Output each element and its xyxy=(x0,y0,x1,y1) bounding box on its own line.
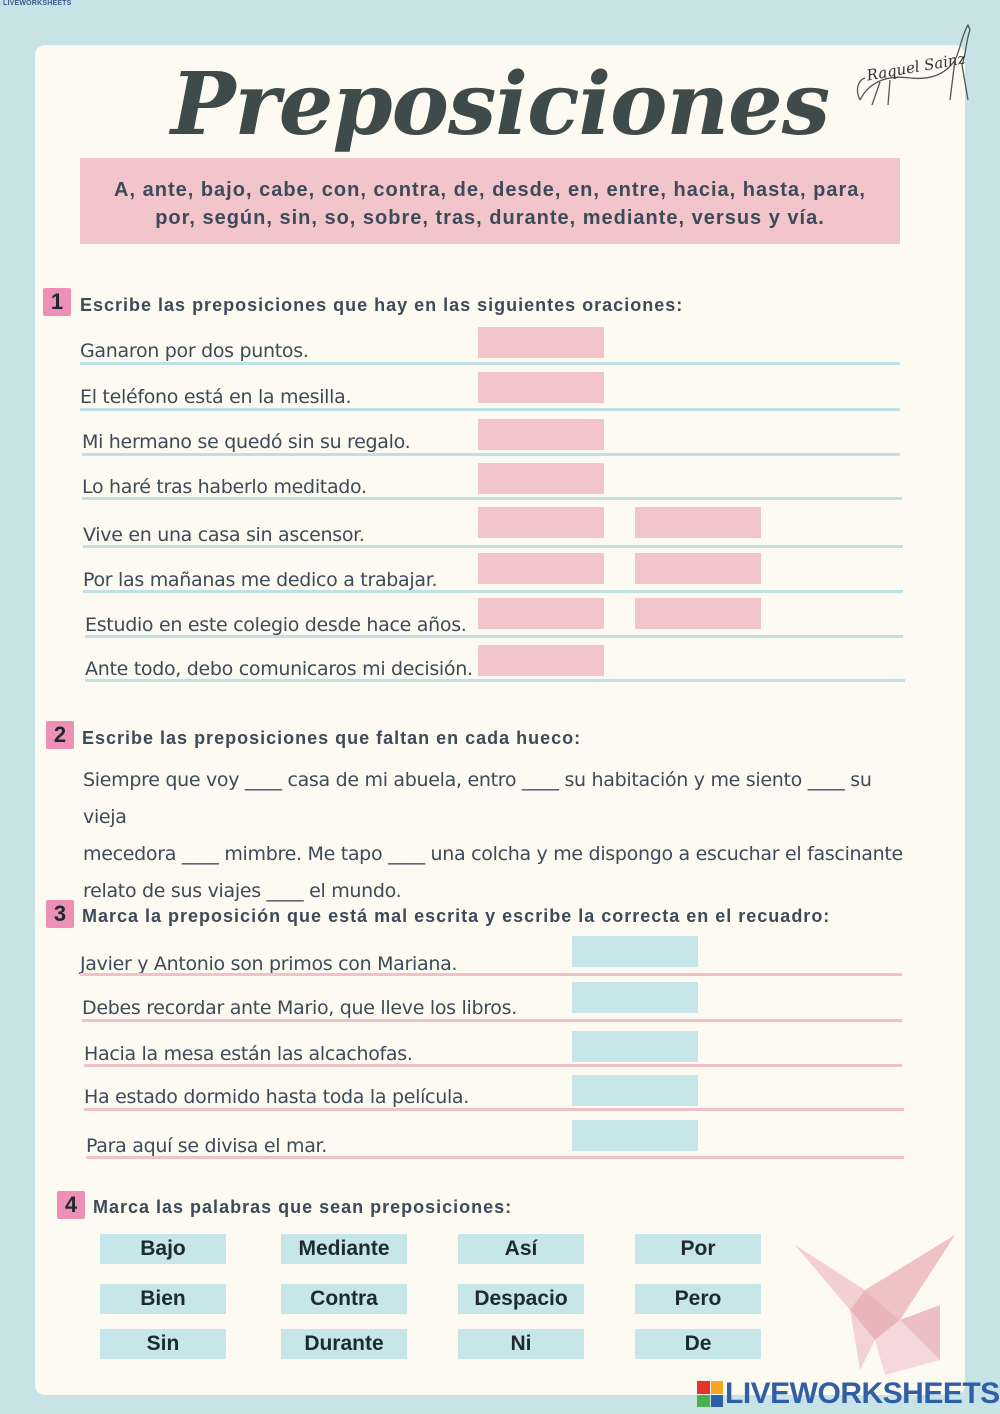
ex1-rule-6 xyxy=(83,590,903,593)
ex1-answer-5b[interactable] xyxy=(635,507,761,538)
ex2-line-1: Siempre que voy ____ casa de mi abuela, … xyxy=(83,769,872,828)
ex3-rule-2 xyxy=(82,1019,902,1022)
word-option-de[interactable]: De xyxy=(635,1329,761,1359)
ex3-rule-1 xyxy=(80,973,902,976)
ex3-sentence-3[interactable]: Hacia la mesa están las alcachofas. xyxy=(84,1043,413,1065)
worksheet-paper xyxy=(35,45,965,1395)
liveworksheets-wordmark: LIVEWORKSHEETS xyxy=(725,1377,1000,1410)
liveworksheets-logo[interactable]: LIVEWORKSHEETS xyxy=(697,1377,1000,1410)
ex1-answer-6a[interactable] xyxy=(478,553,604,584)
ex3-sentence-5[interactable]: Para aquí se divisa el mar. xyxy=(86,1135,328,1157)
ex1-answer-3a[interactable] xyxy=(478,419,604,450)
ex1-rule-5 xyxy=(83,545,903,548)
word-option-ni[interactable]: Ni xyxy=(458,1329,584,1359)
ex3-sentence-1[interactable]: Javier y Antonio son primos con Mariana. xyxy=(80,953,458,975)
exercise-2-paragraph: Siempre que voy ____ casa de mi abuela, … xyxy=(83,762,903,910)
ex3-sentence-4[interactable]: Ha estado dormido hasta toda la película… xyxy=(84,1086,470,1108)
word-option-contra[interactable]: Contra xyxy=(281,1284,407,1314)
liveworksheets-icon xyxy=(697,1381,723,1407)
ex3-rule-5 xyxy=(86,1156,904,1159)
exercise-3-heading: Marca la preposición que está mal escrit… xyxy=(82,906,831,926)
ex1-sentence-7: Estudio en este colegio desde hace años. xyxy=(85,614,467,636)
word-option-mediante[interactable]: Mediante xyxy=(281,1234,407,1264)
ex1-sentence-2: El teléfono está en la mesilla. xyxy=(80,386,352,408)
ex1-sentence-4: Lo haré tras haberlo meditado. xyxy=(82,476,367,498)
ex1-rule-1 xyxy=(80,362,900,365)
preposition-list-line-2: por, según, sin, so, sobre, tras, durant… xyxy=(155,207,825,229)
exercise-4-heading: Marca las palabras que sean preposicione… xyxy=(93,1197,513,1217)
exercise-1-number: 1 xyxy=(43,288,71,316)
word-option-despacio[interactable]: Despacio xyxy=(458,1284,584,1314)
ex3-answer-5[interactable] xyxy=(572,1120,698,1151)
ex1-rule-3 xyxy=(82,453,900,456)
exercise-3-number: 3 xyxy=(46,900,74,928)
ex1-sentence-5: Vive en una casa sin ascensor. xyxy=(83,524,365,546)
ex1-answer-8a[interactable] xyxy=(478,645,604,676)
ex3-answer-2[interactable] xyxy=(572,982,698,1013)
cat-signature-logo xyxy=(856,23,971,106)
exercise-1-heading: Escribe las preposiciones que hay en las… xyxy=(80,295,684,315)
page-title: Preposiciones xyxy=(170,54,830,155)
preposition-list-box: A, ante, bajo, cabe, con, contra, de, de… xyxy=(80,158,900,244)
ex3-rule-3 xyxy=(84,1064,902,1067)
ex1-rule-2 xyxy=(80,408,900,411)
preposition-list-line-1: A, ante, bajo, cabe, con, contra, de, de… xyxy=(114,179,866,201)
word-option-asi[interactable]: Así xyxy=(458,1234,584,1264)
word-option-sin[interactable]: Sin xyxy=(100,1329,226,1359)
ex3-answer-1[interactable] xyxy=(572,936,698,967)
ex3-answer-3[interactable] xyxy=(572,1031,698,1062)
ex1-answer-2a[interactable] xyxy=(478,372,604,403)
origami-crane-illustration xyxy=(795,1235,955,1375)
ex2-line-3: relato de sus viajes ____ el mundo. xyxy=(83,880,402,902)
exercise-2-number: 2 xyxy=(46,721,74,749)
ex1-answer-7b[interactable] xyxy=(635,598,761,629)
ex1-answer-1a[interactable] xyxy=(478,327,604,358)
ex1-rule-7 xyxy=(85,635,903,638)
word-option-pero[interactable]: Pero xyxy=(635,1284,761,1314)
word-option-durante[interactable]: Durante xyxy=(281,1329,407,1359)
ex1-sentence-1: Ganaron por dos puntos. xyxy=(80,340,309,362)
ex1-rule-4 xyxy=(82,497,902,500)
ex1-answer-7a[interactable] xyxy=(478,598,604,629)
ex1-answer-4a[interactable] xyxy=(478,463,604,494)
word-option-bajo[interactable]: Bajo xyxy=(100,1234,226,1264)
corner-watermark: LIVEWORKSHEETS xyxy=(3,0,72,7)
exercise-2-heading: Escribe las preposiciones que faltan en … xyxy=(82,728,582,748)
ex1-rule-8 xyxy=(85,679,905,682)
ex1-sentence-3: Mi hermano se quedó sin su regalo. xyxy=(82,431,411,453)
ex2-line-2: mecedora ____ mimbre. Me tapo ____ una c… xyxy=(83,843,903,865)
ex1-answer-5a[interactable] xyxy=(478,507,604,538)
ex3-rule-4 xyxy=(84,1108,904,1111)
ex1-answer-6b[interactable] xyxy=(635,553,761,584)
ex1-sentence-6: Por las mañanas me dedico a trabajar. xyxy=(83,569,438,591)
exercise-4-number: 4 xyxy=(57,1191,85,1219)
word-option-bien[interactable]: Bien xyxy=(100,1284,226,1314)
word-option-por[interactable]: Por xyxy=(635,1234,761,1264)
ex1-sentence-8: Ante todo, debo comunicaros mi decisión. xyxy=(85,658,473,680)
ex3-sentence-2[interactable]: Debes recordar ante Mario, que lleve los… xyxy=(82,997,517,1019)
ex3-answer-4[interactable] xyxy=(572,1075,698,1106)
